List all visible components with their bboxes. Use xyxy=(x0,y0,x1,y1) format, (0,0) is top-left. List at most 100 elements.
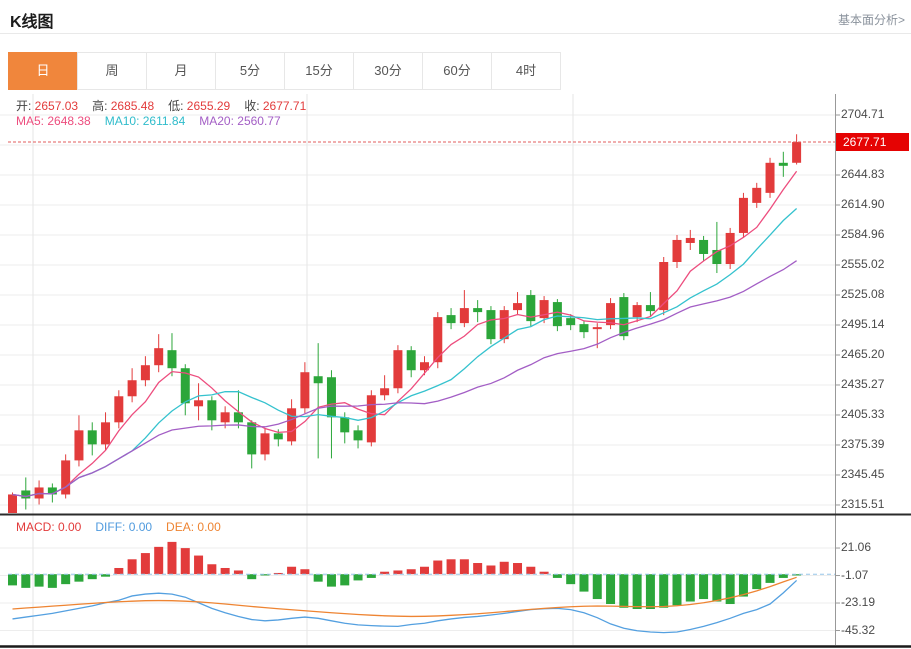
price-tick-label-8: 2435.27 xyxy=(841,376,885,391)
candle-body xyxy=(433,317,443,363)
macd-bar xyxy=(194,555,204,575)
macd-bar xyxy=(61,574,71,585)
macd-bar xyxy=(592,574,602,600)
macd-bar xyxy=(712,574,722,602)
candle-body xyxy=(74,430,84,461)
candle-body xyxy=(61,460,71,495)
macd-bar xyxy=(513,563,523,575)
macd-bar xyxy=(446,559,456,575)
macd-bar xyxy=(486,565,496,575)
macd-bar xyxy=(220,567,230,575)
macd-bar xyxy=(433,560,443,575)
macd-bar xyxy=(154,546,164,575)
candle-body xyxy=(712,249,722,265)
candle-body xyxy=(220,412,230,423)
candle-body xyxy=(47,487,57,495)
candle-body xyxy=(194,400,204,407)
current-price-tag: 2677.71 xyxy=(836,133,909,151)
candle-body xyxy=(273,433,283,440)
candle-body xyxy=(87,430,97,445)
candle-panel xyxy=(8,134,802,513)
macd-bar xyxy=(393,570,403,575)
macd-bar xyxy=(140,553,150,575)
macd-bar xyxy=(526,566,536,575)
candle-body xyxy=(672,239,682,263)
candle-body xyxy=(140,365,150,381)
candle-body xyxy=(313,376,323,384)
candle-body xyxy=(300,372,310,409)
tab-interval-1[interactable]: 周 xyxy=(77,52,147,90)
tab-interval-5[interactable]: 30分 xyxy=(353,52,423,90)
macd-bar xyxy=(300,569,310,575)
price-tick-label-10: 2375.39 xyxy=(841,436,885,451)
candle-body xyxy=(765,162,775,193)
candle-body xyxy=(792,142,802,163)
tab-interval-6[interactable]: 60分 xyxy=(422,52,492,90)
candle-body xyxy=(127,380,137,397)
candle-body xyxy=(233,412,243,423)
macd-bar xyxy=(406,569,416,575)
candle-body xyxy=(287,408,297,442)
candle-body xyxy=(114,396,124,423)
macd-bar xyxy=(101,574,111,577)
candle-body xyxy=(699,239,709,254)
candle-body xyxy=(632,305,642,318)
candle-body xyxy=(566,318,576,326)
tab-interval-2[interactable]: 月 xyxy=(146,52,216,90)
candle-body xyxy=(619,297,629,337)
price-tick-label-5: 2525.08 xyxy=(841,286,885,301)
candle-body xyxy=(459,308,469,324)
macd-bar xyxy=(619,574,629,608)
macd-bar xyxy=(725,574,735,605)
candle-body xyxy=(552,302,562,327)
macd-bar xyxy=(326,574,336,587)
macd-bar xyxy=(539,571,549,575)
tab-interval-7[interactable]: 4时 xyxy=(491,52,561,90)
candle-body xyxy=(539,300,549,319)
macd-bar xyxy=(366,574,376,578)
tab-interval-0[interactable]: 日 xyxy=(8,52,78,90)
macd-bar xyxy=(765,574,775,583)
candle-body xyxy=(645,305,655,312)
candle-body xyxy=(326,377,336,418)
macd-bar xyxy=(34,574,44,587)
macd-bar xyxy=(273,572,283,575)
candle-body xyxy=(380,388,390,396)
candle-body xyxy=(406,350,416,371)
price-tick-label-6: 2495.14 xyxy=(841,316,885,331)
candle-body xyxy=(21,490,31,499)
candle-body xyxy=(486,310,496,340)
candle-body xyxy=(247,422,257,455)
ohlc-legend-item-3: 收: 2677.71 xyxy=(244,99,307,113)
candle-body xyxy=(101,422,111,445)
tab-interval-3[interactable]: 5分 xyxy=(215,52,285,90)
price-tick-label-9: 2405.33 xyxy=(841,406,885,421)
candle-body xyxy=(685,237,695,243)
macd-bar xyxy=(606,574,616,605)
price-tick-label-1: 2644.83 xyxy=(841,167,885,181)
price-tick-label-3: 2584.96 xyxy=(841,226,885,241)
macd-legend: MACD: 0.00 DIFF: 0.00 DEA: 0.00 xyxy=(16,520,235,534)
macd-bar xyxy=(380,571,390,575)
macd-bar xyxy=(752,574,762,590)
macd-bar xyxy=(659,574,669,608)
fundamental-analysis-link[interactable]: 基本面分析> xyxy=(837,13,905,27)
macd-bar xyxy=(74,574,84,582)
ohlc-legend-item-2: 低: 2655.29 xyxy=(168,99,231,113)
macd-bar xyxy=(459,559,469,575)
tab-interval-4[interactable]: 15分 xyxy=(284,52,354,90)
macd-legend-item-1: DIFF: 0.00 xyxy=(95,520,153,534)
macd-bar xyxy=(87,574,97,580)
macd-bar xyxy=(21,574,31,588)
candle-body xyxy=(526,295,536,322)
price-tick-label-2: 2614.90 xyxy=(841,196,885,211)
candle-body xyxy=(752,187,762,203)
page-title: K线图 xyxy=(10,14,54,31)
candle-body xyxy=(419,362,429,371)
macd-bar xyxy=(114,567,124,575)
price-tick-label-11: 2345.45 xyxy=(841,466,885,481)
macd-bar xyxy=(685,574,695,602)
macd-bar xyxy=(313,574,323,582)
macd-bar xyxy=(127,559,137,575)
